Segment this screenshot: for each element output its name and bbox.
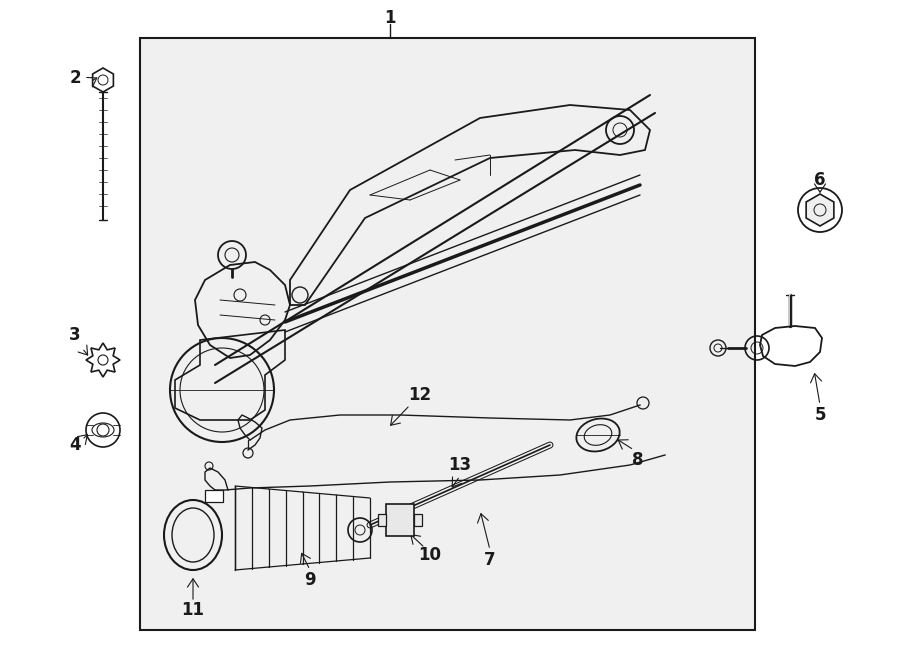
Text: 1: 1: [384, 9, 396, 27]
Text: 10: 10: [418, 546, 442, 564]
Text: 4: 4: [69, 436, 81, 454]
Text: 12: 12: [409, 386, 432, 404]
Text: 5: 5: [814, 406, 826, 424]
Text: 6: 6: [814, 171, 826, 189]
Text: 13: 13: [448, 456, 472, 474]
Text: 3: 3: [69, 326, 81, 344]
Text: 9: 9: [304, 571, 316, 589]
Bar: [414, 514, 422, 526]
Text: 2: 2: [69, 69, 81, 87]
Text: 11: 11: [182, 601, 204, 619]
Text: 8: 8: [632, 451, 644, 469]
Bar: [140, 38, 755, 630]
Bar: [386, 504, 414, 536]
Bar: [378, 514, 386, 526]
Text: 7: 7: [484, 551, 496, 569]
Bar: [205, 490, 223, 502]
